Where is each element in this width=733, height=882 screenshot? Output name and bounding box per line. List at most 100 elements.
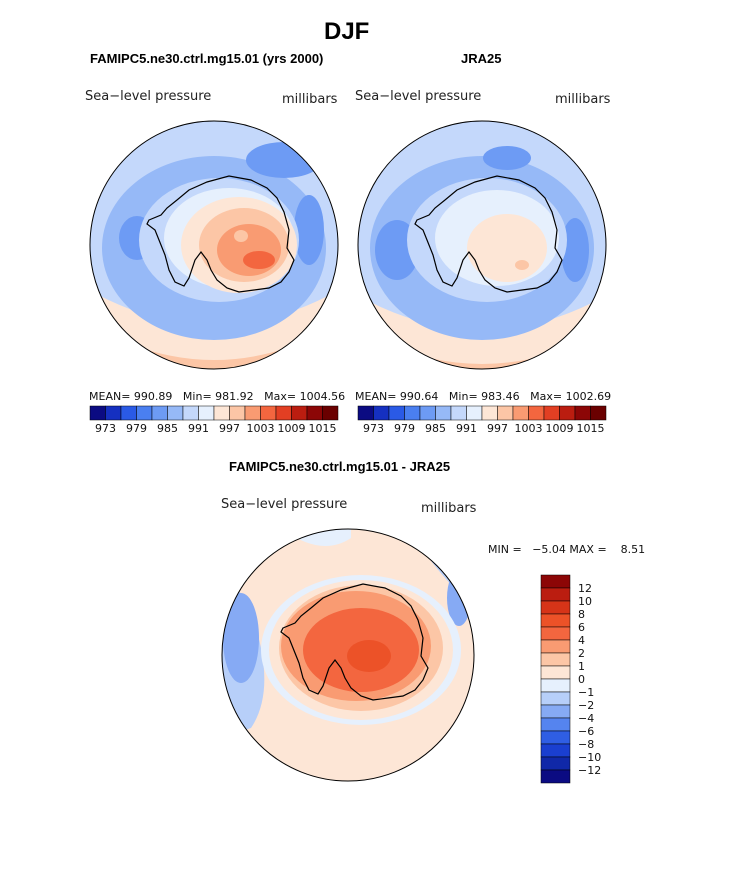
colorbar-swatch: [540, 652, 571, 667]
colorbar-tick-label: 979: [394, 422, 415, 435]
colorbar-tick-label: −12: [578, 764, 601, 777]
colorbar-swatch: [466, 405, 483, 421]
colorbar-swatch: [540, 769, 571, 784]
field-low-right: [561, 218, 589, 282]
colorbar-swatch: [540, 730, 571, 745]
mean-value: 990.64: [399, 390, 439, 403]
colorbar-tick-label: 4: [578, 634, 585, 647]
colorbar-tick-label: 1009: [278, 422, 306, 435]
colorbar-swatch: [540, 587, 571, 602]
colorbar-swatch: [120, 405, 137, 421]
colorbar-tick-label: 6: [578, 621, 585, 634]
max-value: 1004.56: [299, 390, 346, 403]
colorbar-swatch: [512, 405, 529, 421]
colorbar-swatch: [136, 405, 153, 421]
colorbar-swatch: [435, 405, 452, 421]
colorbar-swatch: [260, 405, 277, 421]
field-low-right: [294, 195, 324, 265]
colorbar-swatch: [419, 405, 436, 421]
panel-1-stats: MEAN= 990.89 Min= 981.92 Max= 1004.56: [89, 390, 345, 403]
max-label: Max=: [264, 390, 297, 403]
map-panel-3: [221, 528, 475, 782]
max-label: Max=: [530, 390, 563, 403]
mean-label: MEAN=: [89, 390, 131, 403]
map-panel-1: [89, 120, 339, 370]
colorbar-swatch: [540, 704, 571, 719]
field-pos-3: [217, 224, 281, 276]
colorbar-tick-label: 2: [578, 647, 585, 660]
colorbar-swatch: [229, 405, 246, 421]
colorbar-swatch: [540, 600, 571, 615]
min-label: MIN =: [488, 543, 522, 556]
colorbar-swatch: [497, 405, 514, 421]
colorbar-tick-label: 1015: [309, 422, 337, 435]
colorbar-swatch: [540, 613, 571, 628]
colorbar-swatch: [291, 405, 308, 421]
colorbar-tick-label: −1: [578, 686, 594, 699]
colorbar-swatch: [540, 639, 571, 654]
colorbar-swatch: [528, 405, 545, 421]
colorbar-tick-label: −6: [578, 725, 594, 738]
field-pos-5: [347, 640, 391, 672]
field-pos-1: [467, 214, 547, 282]
mean-label: MEAN=: [355, 390, 397, 403]
field-low-top-right: [246, 142, 322, 178]
panel-2-units-label: millibars: [555, 92, 611, 107]
colorbar-tick-label: 10: [578, 595, 592, 608]
panel-3-variable-label: Sea−level pressure: [221, 497, 348, 512]
colorbar-swatch: [275, 405, 292, 421]
mean-value: 990.89: [133, 390, 173, 403]
max-value: 1002.69: [565, 390, 612, 403]
colorbar-swatch: [213, 405, 230, 421]
colorbar-swatch: [404, 405, 421, 421]
colorbar-tick-label: 1003: [515, 422, 543, 435]
colorbar-tick-label: 8: [578, 608, 585, 621]
colorbar-swatch: [322, 405, 339, 421]
colorbar-swatch: [198, 405, 215, 421]
min-value: −5.04: [532, 543, 566, 556]
field-pos-4b: [234, 230, 248, 242]
colorbar-swatch: [373, 405, 390, 421]
colorbar-tick-label: 991: [188, 422, 209, 435]
colorbar-tick-label: 1003: [247, 422, 275, 435]
colorbar-tick-label: 985: [157, 422, 178, 435]
min-value: 981.92: [215, 390, 254, 403]
colorbar-panel-1: 973 979 985 991 997 1003 1009 1015: [89, 405, 339, 435]
colorbar-panel-2: 973 979 985 991 997 1003 1009 1015: [357, 405, 607, 435]
panel-3-units-label: millibars: [421, 501, 477, 516]
map-boundary: [221, 528, 475, 782]
colorbar-tick-label: −10: [578, 751, 601, 764]
colorbar-tick-label: 0: [578, 673, 585, 686]
colorbar-swatch: [540, 665, 571, 680]
min-value: 983.46: [481, 390, 520, 403]
field-pos-4: [243, 251, 275, 269]
colorbar-swatch: [543, 405, 560, 421]
panel-3-title: FAMIPC5.ne30.ctrl.mg15.01 - JRA25: [229, 459, 451, 474]
colorbar-swatch: [306, 405, 323, 421]
panel-2-variable-label: Sea−level pressure: [355, 89, 482, 104]
colorbar-swatch: [559, 405, 576, 421]
panel-1-title: FAMIPC5.ne30.ctrl.mg15.01 (yrs 2000): [90, 51, 324, 66]
panel-2-stats: MEAN= 990.64 Min= 983.46 Max= 1002.69: [355, 390, 611, 403]
colorbar-swatch: [540, 574, 571, 589]
colorbar-swatch: [388, 405, 405, 421]
colorbar-swatch: [481, 405, 498, 421]
map-panel-2: [357, 120, 607, 370]
colorbar-tick-label: 1: [578, 660, 585, 673]
panel-1-units-label: millibars: [282, 92, 338, 107]
colorbar-swatch: [540, 691, 571, 706]
colorbar-swatch: [540, 756, 571, 771]
colorbar-tick-label: 1009: [546, 422, 574, 435]
field-low-top-right: [483, 146, 531, 170]
colorbar-swatch: [450, 405, 467, 421]
field-pos-2: [515, 260, 529, 270]
max-label: MAX =: [569, 543, 607, 556]
colorbar-tick-label: −8: [578, 738, 594, 751]
colorbar-tick-label: 973: [95, 422, 116, 435]
min-label: Min=: [448, 390, 478, 403]
colorbar-tick-label: 997: [219, 422, 240, 435]
panel-2-title: JRA25: [461, 51, 502, 66]
colorbar-tick-label: −4: [578, 712, 594, 725]
colorbar-tick-label: 997: [487, 422, 508, 435]
colorbar-swatch: [182, 405, 199, 421]
